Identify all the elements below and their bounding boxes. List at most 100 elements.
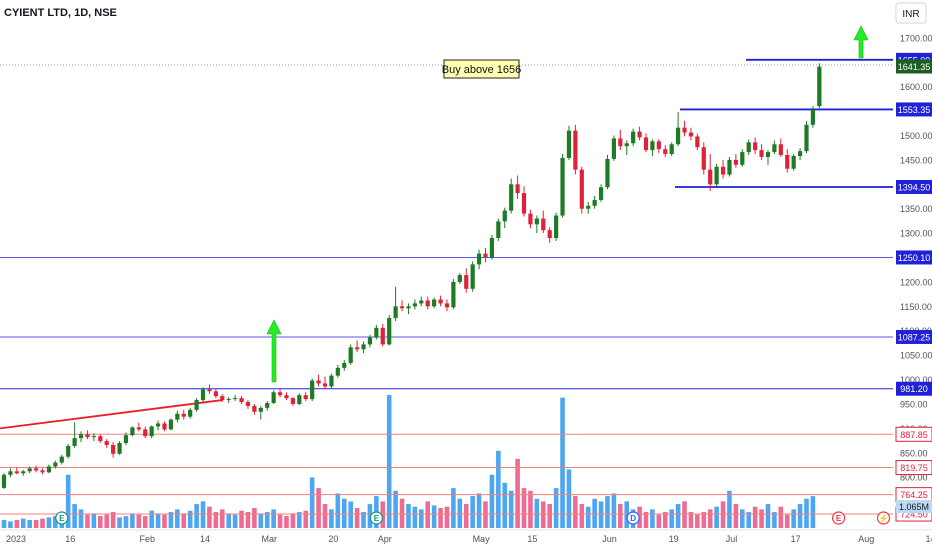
breakout-arrow-icon xyxy=(853,25,869,59)
buy-annotation[interactable]: Buy above 1656 xyxy=(442,59,522,79)
candle-body xyxy=(335,367,340,376)
candle-body xyxy=(46,466,52,473)
volume-bar xyxy=(797,504,803,528)
candle-body xyxy=(663,149,668,155)
candle-body xyxy=(560,157,565,216)
volume-bar xyxy=(650,509,655,528)
level-price-label: 1087.25 xyxy=(898,332,931,342)
volume-bar xyxy=(175,509,180,528)
event-marker-icon xyxy=(55,511,69,525)
candle-body xyxy=(765,152,771,157)
last-price-tag xyxy=(896,59,932,74)
volume-bar xyxy=(508,490,514,528)
volume-bar xyxy=(367,504,373,528)
volume-bar xyxy=(675,504,681,528)
candle-body xyxy=(393,306,398,319)
volume-bar xyxy=(53,516,58,528)
volume-bar xyxy=(618,504,623,528)
candle-body xyxy=(123,435,129,444)
event-marker-icon xyxy=(626,511,640,525)
volume-bar xyxy=(149,510,154,528)
volume-bar xyxy=(746,512,752,528)
trend-layer xyxy=(0,399,223,430)
candle-body xyxy=(637,131,642,138)
volume-bar xyxy=(258,513,264,528)
volume-bar xyxy=(483,501,488,528)
candle-body xyxy=(342,362,347,368)
y-tick-label: 1000.00 xyxy=(900,375,932,385)
candle-body xyxy=(714,166,719,185)
volume-bar xyxy=(335,493,341,528)
volume-bar xyxy=(8,521,13,528)
volume-bar xyxy=(78,509,84,528)
volume-bar xyxy=(155,513,161,528)
volume-bar xyxy=(104,514,110,528)
volume-bar xyxy=(348,501,353,528)
candle-body xyxy=(464,275,469,289)
volume-bar xyxy=(791,509,796,528)
volume-bar xyxy=(297,512,302,528)
currency-button[interactable]: INR xyxy=(895,2,927,24)
volume-bar xyxy=(130,513,135,528)
candle-body xyxy=(27,468,32,472)
volume-bar xyxy=(656,514,662,528)
candle-body xyxy=(21,471,26,474)
level-price-tag xyxy=(896,102,932,117)
volume-bar xyxy=(264,512,270,528)
volume-bar xyxy=(547,504,552,528)
candle-body xyxy=(566,130,572,158)
volume-bar xyxy=(341,498,347,528)
candle-body xyxy=(200,389,206,401)
candle-body xyxy=(483,253,488,258)
event-marker-symbol: E xyxy=(836,514,842,523)
candle-body xyxy=(188,409,193,417)
volume-bar xyxy=(765,504,771,528)
candle-body xyxy=(695,136,700,148)
candle-body xyxy=(592,199,597,206)
volume-bar xyxy=(489,474,495,528)
volume-bar xyxy=(585,506,591,528)
volume-bar xyxy=(573,496,578,528)
event-marker-icon xyxy=(876,511,891,525)
volume-bar xyxy=(752,506,758,528)
candle-body xyxy=(444,303,450,308)
volume-bar xyxy=(393,490,398,528)
level-price-tag xyxy=(895,460,932,476)
y-tick-label: 1600.00 xyxy=(900,82,932,92)
y-tick-label: 1500.00 xyxy=(900,131,932,141)
volume-bar xyxy=(714,506,719,528)
candle-body xyxy=(541,218,546,231)
candle-body xyxy=(496,221,501,238)
candle-body xyxy=(451,281,456,308)
candle-body xyxy=(676,127,681,145)
candle-body xyxy=(239,398,244,403)
candle-body xyxy=(406,306,411,309)
candle-body xyxy=(252,405,257,412)
volume-bar xyxy=(123,516,129,528)
candle-body xyxy=(98,436,103,442)
candle-body xyxy=(605,158,610,188)
volume-bar xyxy=(181,513,187,528)
volume-bar xyxy=(451,488,456,528)
event-marker-icon xyxy=(369,511,383,525)
volume-bar xyxy=(611,493,617,528)
y-tick-label: 850.00 xyxy=(900,448,928,458)
volume-bar xyxy=(624,501,630,528)
candle-body xyxy=(40,470,45,473)
volume-bar xyxy=(136,514,142,528)
candle-body xyxy=(554,215,559,238)
candle-body xyxy=(85,434,90,438)
candle-body xyxy=(162,423,167,430)
candle-body xyxy=(817,66,822,107)
volume-bar xyxy=(46,517,52,528)
x-tick-label: 14 xyxy=(925,534,932,544)
x-tick-label: Mar xyxy=(261,534,277,544)
volume-bar xyxy=(284,516,289,528)
candle-body xyxy=(778,144,783,156)
candle-body xyxy=(374,327,379,338)
candle-body xyxy=(528,213,533,225)
volume-bar xyxy=(117,517,122,528)
volume-bar xyxy=(40,518,45,528)
level-price-tag xyxy=(896,179,932,194)
